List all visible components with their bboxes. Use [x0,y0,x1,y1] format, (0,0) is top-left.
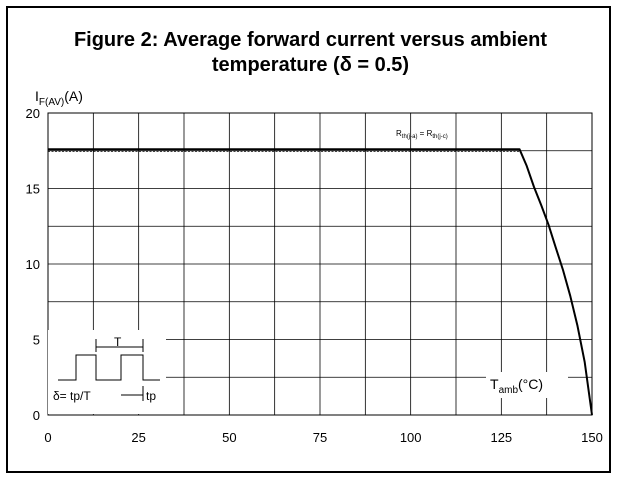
x-tick-label: 75 [313,430,327,445]
tick-labels: 0 5 10 15 20 0 25 50 75 100 125 150 [26,106,603,445]
rth-eq: = [417,129,426,138]
y-tick-label: 10 [26,257,40,272]
y-axis-label-unit: (A) [64,88,83,104]
y-axis-label-sub: F(AV) [39,97,64,108]
plot-area [47,112,593,416]
grid [48,113,592,415]
series [48,148,593,416]
rth-main-2: R [427,129,433,138]
x-axis-label-box [486,372,568,398]
chart-title-line-1: Figure 2: Average forward current versus… [73,29,548,51]
y-tick-label: 20 [26,106,40,121]
rth-sub-2: th(j-c) [432,134,447,140]
x-axis-label-unit: (°C) [518,376,543,392]
x-tick-label: 100 [400,430,422,445]
x-tick-label: 50 [222,430,236,445]
y-tick-label: 0 [33,408,40,423]
x-tick-label: 0 [44,430,51,445]
chart-title: Figure 2: Average forward current versus… [0,28,621,78]
y-axis-label: IF(AV)(A) [35,88,83,108]
pulse-label: tp [146,389,156,403]
x-axis-label-sub: amb [499,385,519,396]
y-tick-label: 15 [26,182,40,197]
y-tick-label: 5 [33,333,40,348]
pulse-waveform [58,354,160,381]
plot-border [47,112,593,416]
rth-annotation: Rth(j-a) = Rth(j-c) [396,129,448,140]
x-tick-label: 150 [581,430,603,445]
x-tick-label: 125 [490,430,512,445]
series-line [48,148,593,416]
chart-title-line-2: temperature (δ = 0.5) [211,54,410,76]
rth-main-1: R [396,129,402,138]
duty-formula: δ= tp/T [53,389,91,403]
y-axis-label-main: I [35,88,39,104]
duty-cycle-inset: T δ= tp/T tp [48,330,166,414]
rth-sub-1: th(j-a) [402,134,418,140]
x-axis-label-main: T [490,376,499,392]
inset-background [48,330,166,414]
x-tick-label: 25 [131,430,145,445]
period-label: T [114,335,122,349]
x-axis-label: Tamb(°C) [490,376,543,396]
